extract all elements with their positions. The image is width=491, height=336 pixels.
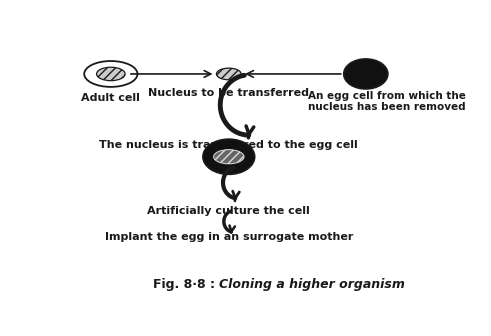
Text: Artificially culture the cell: Artificially culture the cell	[147, 206, 310, 216]
Text: Cloning a higher organism: Cloning a higher organism	[219, 278, 405, 291]
Text: The nucleus is transferred to the egg cell: The nucleus is transferred to the egg ce…	[100, 140, 358, 150]
Text: Implant the egg in an surrogate mother: Implant the egg in an surrogate mother	[105, 232, 353, 242]
Circle shape	[344, 59, 388, 89]
Ellipse shape	[217, 68, 241, 80]
Text: An egg cell from which the
nucleus has been removed: An egg cell from which the nucleus has b…	[308, 91, 465, 112]
Text: Adult cell: Adult cell	[82, 93, 140, 102]
Ellipse shape	[97, 67, 125, 81]
Ellipse shape	[84, 61, 137, 87]
Text: Nucleus to be transferred: Nucleus to be transferred	[148, 88, 309, 98]
Circle shape	[203, 139, 255, 174]
Ellipse shape	[214, 150, 244, 164]
Text: Fig. 8·8 :: Fig. 8·8 :	[153, 278, 219, 291]
